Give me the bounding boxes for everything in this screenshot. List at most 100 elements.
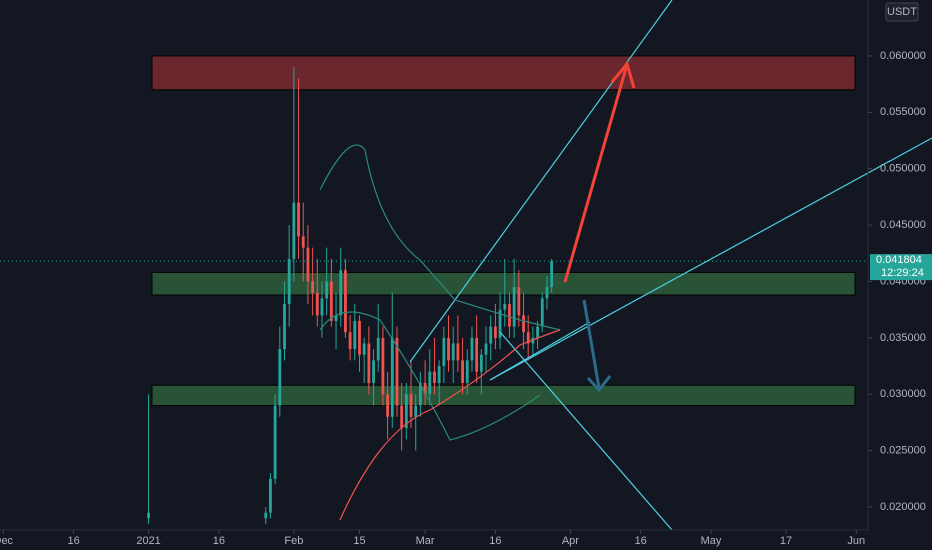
candle-body: [320, 298, 324, 316]
candle-body: [400, 405, 404, 429]
axes: 0.0200000.0250000.0300000.0350000.040000…: [0, 50, 926, 547]
drawings: [319, 0, 932, 531]
trend-line: [499, 331, 673, 531]
last-price-badge: [870, 254, 932, 281]
candle-body: [475, 337, 479, 372]
candle-body: [264, 512, 268, 519]
candle-body: [470, 337, 474, 361]
candle-body: [344, 270, 347, 333]
trend-line: [489, 321, 591, 381]
candle-body: [292, 202, 296, 259]
x-tick-label: 15: [353, 535, 365, 547]
x-tick-label: Jun: [847, 535, 865, 547]
candle-body: [419, 382, 422, 406]
x-tick-label: 2021: [136, 535, 160, 547]
candle-body: [315, 292, 319, 316]
candle-body: [461, 360, 464, 383]
candle-body: [531, 337, 535, 344]
candle-body: [451, 343, 455, 361]
candle-body: [325, 281, 329, 299]
candle-body: [306, 247, 310, 282]
candle-body: [437, 366, 441, 383]
zone: [151, 271, 856, 296]
candle-body: [479, 354, 483, 372]
candle-body: [498, 309, 502, 338]
candle-body: [493, 326, 497, 338]
y-tick-label: 0.045000: [880, 219, 926, 231]
x-tick-label: May: [701, 535, 722, 547]
candle-body: [545, 287, 549, 299]
countdown: 12:29:24: [881, 267, 924, 279]
arrow: [582, 299, 601, 389]
x-tick-label: 16: [635, 535, 647, 547]
arrow: [563, 67, 628, 283]
y-tick-label: 0.030000: [880, 388, 926, 400]
candle-body: [348, 332, 352, 350]
candle-body: [484, 343, 488, 355]
candle-body: [442, 337, 446, 367]
candle-body: [414, 405, 418, 417]
candle-body: [447, 337, 450, 361]
candle-body: [456, 343, 460, 361]
candle-body: [147, 512, 150, 519]
candle-body: [390, 337, 394, 417]
candle-body: [339, 270, 343, 316]
candle-body: [512, 287, 516, 327]
last-price: 0.041804: [876, 254, 922, 266]
x-tick-label: Mar: [416, 535, 435, 547]
x-tick-label: Apr: [562, 535, 579, 547]
candle-body: [503, 304, 507, 310]
candle-body: [358, 320, 361, 355]
candle-body: [329, 281, 333, 321]
candle-body: [517, 287, 521, 316]
x-tick-label: 17: [780, 535, 792, 547]
candle-body: [465, 360, 469, 383]
y-tick-label: 0.035000: [880, 332, 926, 344]
candle-body: [433, 371, 436, 383]
candle-body: [273, 405, 277, 479]
candle-body: [540, 298, 544, 327]
y-tick-label: 0.060000: [880, 50, 926, 62]
candle-body: [283, 304, 286, 350]
y-tick-label: 0.050000: [880, 163, 926, 175]
candle-body: [404, 394, 408, 429]
candle-body: [376, 337, 380, 361]
arrows: [563, 60, 636, 393]
y-tick-label: 0.025000: [880, 445, 926, 457]
candle-body: [526, 332, 530, 344]
x-tick-label: 16: [67, 535, 79, 547]
candle-body: [409, 394, 413, 417]
candle-body: [311, 281, 315, 293]
candle-body: [386, 394, 390, 417]
currency: USDT: [887, 6, 917, 18]
candle-body: [367, 343, 371, 383]
candle-body: [362, 343, 366, 355]
x-tick-label: 16: [489, 535, 501, 547]
candle-body: [395, 337, 399, 406]
x-tick-label: 16: [213, 535, 225, 547]
candle-body: [522, 315, 525, 333]
candle-body: [550, 261, 554, 288]
candle-body: [301, 236, 305, 248]
last-price-box: 0.041804 12:29:24: [870, 254, 932, 281]
candle-body: [423, 382, 427, 395]
candle-body: [297, 202, 300, 237]
arrow-head: [610, 60, 636, 89]
arrow-head: [586, 375, 612, 393]
candle-body: [353, 320, 357, 350]
x-tick-label: Dec: [0, 535, 14, 547]
candle-body: [372, 360, 375, 383]
candle-body: [508, 304, 511, 327]
y-tick-label: 0.055000: [880, 106, 926, 118]
y-tick-label: 0.020000: [880, 501, 926, 513]
zone: [151, 55, 856, 91]
candle-body: [334, 315, 338, 321]
band: [319, 144, 561, 441]
candle-body: [381, 337, 385, 395]
x-tick-label: Feb: [284, 535, 303, 547]
trend-line: [489, 137, 932, 381]
candle-body: [287, 258, 291, 305]
candle-body: [536, 326, 539, 338]
